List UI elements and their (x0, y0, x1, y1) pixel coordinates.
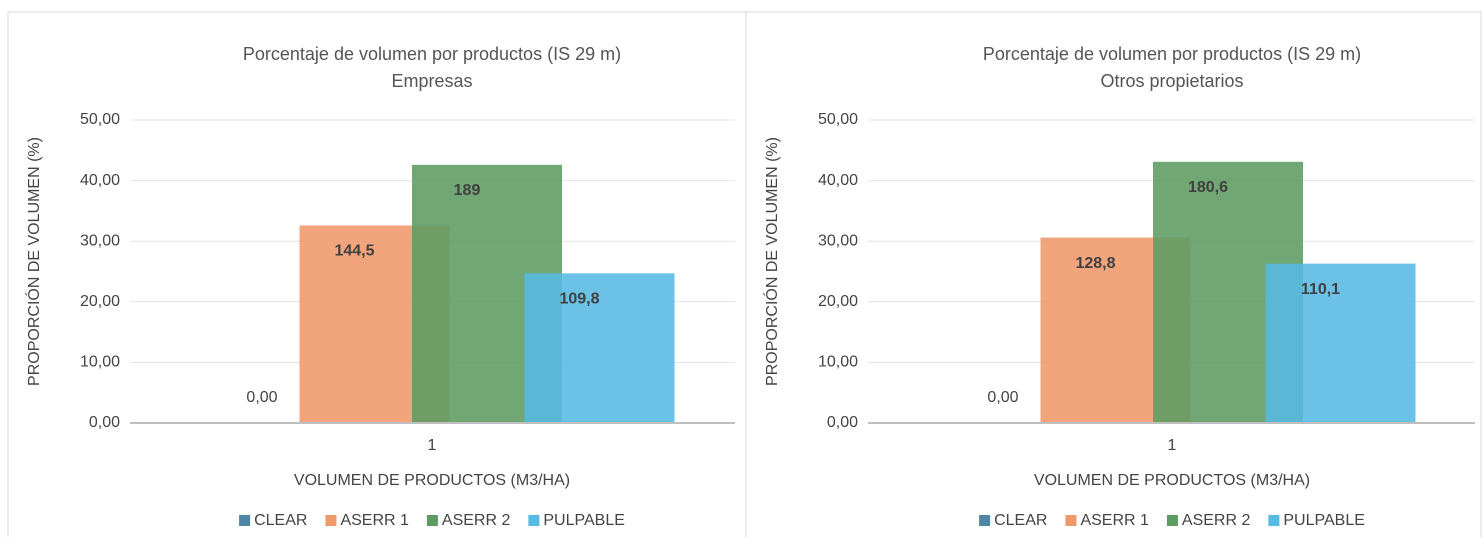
legend-swatch (1268, 515, 1280, 526)
legend-label: ASERR 1 (340, 512, 409, 529)
legend-swatch (239, 515, 251, 526)
bar (524, 273, 675, 423)
data-label: 128,8 (1075, 255, 1115, 272)
x-axis-title: VOLUMEN DE PRODUCTOS (M3/HA) (1034, 472, 1310, 489)
y-tick-label: 20,00 (80, 293, 120, 310)
legend-swatch (325, 515, 337, 526)
y-axis-title: PROPORCIÓN DE VOLUMEN (%) (24, 137, 43, 386)
legend-label: PULPABLE (543, 512, 625, 529)
x-tick-label: 1 (1168, 437, 1177, 454)
chart-subtitle: Otros propietarios (1100, 71, 1243, 91)
legend-swatch (1166, 515, 1178, 526)
data-label: 0,00 (987, 389, 1018, 406)
y-tick-label: 50,00 (818, 111, 858, 128)
data-label: 144,5 (334, 243, 374, 260)
data-label: 189 (454, 182, 481, 199)
x-axis-title: VOLUMEN DE PRODUCTOS (M3/HA) (294, 472, 570, 489)
legend-label: ASERR 1 (1080, 512, 1149, 529)
bar (1265, 263, 1416, 423)
y-tick-label: 30,00 (818, 232, 858, 249)
y-tick-label: 0,00 (827, 414, 858, 431)
legend-swatch (528, 515, 540, 526)
data-label: 0,00 (246, 389, 277, 406)
legend-swatch (979, 515, 991, 526)
y-tick-label: 40,00 (818, 172, 858, 189)
legend-label: PULPABLE (1283, 512, 1365, 529)
data-label: 110,1 (1301, 281, 1340, 298)
chart-subtitle: Empresas (391, 71, 472, 91)
legend-swatch (426, 515, 438, 526)
x-tick-label: 1 (428, 437, 437, 454)
y-tick-label: 0,00 (89, 414, 120, 431)
y-tick-label: 10,00 (80, 354, 120, 371)
y-tick-label: 20,00 (818, 293, 858, 310)
chart-title: Porcentaje de volumen por productos (IS … (983, 44, 1361, 64)
panel-border (745, 11, 1482, 537)
legend-swatch (1065, 515, 1077, 526)
legend-label: CLEAR (254, 512, 307, 529)
data-label: 109,8 (559, 291, 599, 308)
legend-label: ASERR 2 (1182, 512, 1251, 529)
y-tick-label: 10,00 (818, 354, 858, 371)
legend-label: CLEAR (994, 512, 1047, 529)
y-tick-label: 40,00 (80, 172, 120, 189)
data-label: 180,6 (1188, 179, 1228, 196)
y-axis-title: PROPORCIÓN DE VOLUMEN (%) (762, 137, 781, 386)
y-tick-label: 30,00 (80, 232, 120, 249)
legend-label: ASERR 2 (442, 512, 511, 529)
chart-title: Porcentaje de volumen por productos (IS … (243, 44, 621, 64)
y-tick-label: 50,00 (80, 111, 120, 128)
